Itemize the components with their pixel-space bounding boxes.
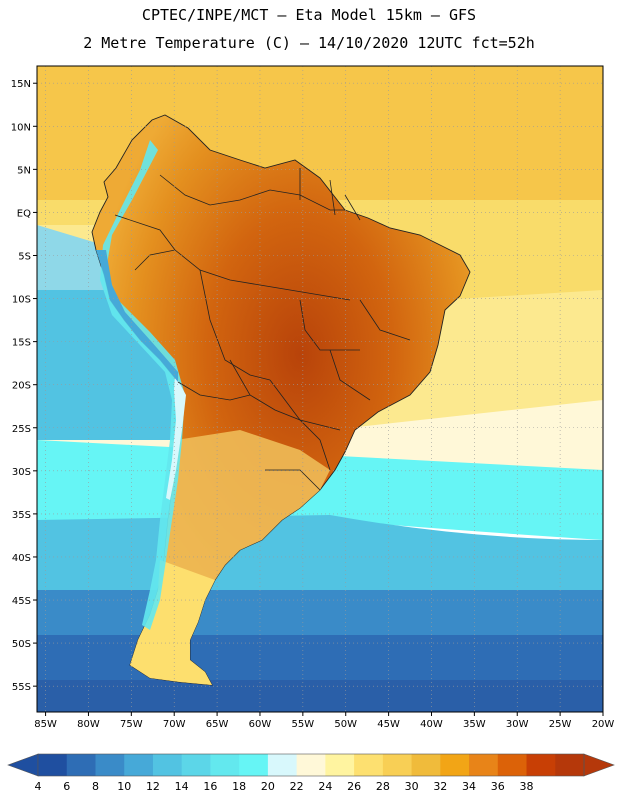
colorbar-swatch bbox=[469, 754, 499, 776]
lon-tick-label: 60W bbox=[249, 719, 272, 730]
colorbar-swatch bbox=[411, 754, 441, 776]
lon-tick-label: 40W bbox=[420, 719, 443, 730]
lat-tick-label: 15S bbox=[12, 338, 31, 349]
lon-tick-label: 85W bbox=[34, 719, 57, 730]
lon-tick-label: 25W bbox=[549, 719, 572, 730]
lat-tick-label: 25S bbox=[12, 424, 31, 435]
colorbar-level-label: 36 bbox=[491, 780, 505, 793]
colorbar-swatch bbox=[239, 754, 269, 776]
colorbar-level-label: 14 bbox=[175, 780, 189, 793]
lat-tick-label: 45S bbox=[12, 596, 31, 607]
map-title-line-2: 2 Metre Temperature (C) – 14/10/2020 12U… bbox=[83, 34, 535, 52]
lon-tick-label: 65W bbox=[206, 719, 229, 730]
lat-tick-label: 5S bbox=[18, 251, 31, 262]
colorbar-swatch bbox=[152, 754, 183, 776]
lon-tick-label: 80W bbox=[77, 719, 100, 730]
lat-tick-label: 15N bbox=[11, 79, 31, 90]
ocean-band-blue bbox=[37, 590, 603, 640]
colorbar-swatch bbox=[66, 754, 96, 776]
colorbar-outline bbox=[37, 753, 585, 777]
axis-ticks: 15N 10N 5N EQ 5S 10S 15S 20S 25S 30S 35S 40S 45S 50S 5… bbox=[11, 79, 615, 730]
lon-tick-label: 45W bbox=[377, 719, 400, 730]
lat-tick-label: EQ bbox=[17, 208, 31, 219]
lat-tick-label: 40S bbox=[12, 553, 31, 564]
colorbar-level-label: 12 bbox=[146, 780, 160, 793]
colorbar-swatch bbox=[555, 754, 585, 776]
colorbar-swatch bbox=[354, 754, 384, 776]
colorbar-low-arrow bbox=[7, 753, 39, 777]
lat-tick-label: 10S bbox=[12, 295, 31, 306]
colorbar-level-label: 24 bbox=[318, 780, 332, 793]
ocean-band-deep-blue bbox=[37, 680, 603, 712]
map-title-line-1: CPTEC/INPE/MCT – Eta Model 15km – GFS bbox=[141, 6, 477, 24]
colorbar-level-label: 30 bbox=[405, 780, 419, 793]
map-frame bbox=[36, 65, 604, 713]
colorbar-swatch bbox=[526, 754, 556, 776]
lon-tick-label: 55W bbox=[292, 719, 315, 730]
colorbar-level-label: 10 bbox=[117, 780, 131, 793]
colorbar-level-label: 16 bbox=[203, 780, 217, 793]
lat-tick-label: 20S bbox=[12, 381, 31, 392]
colorbar-level-label: 8 bbox=[92, 780, 99, 793]
colorbar-swatch bbox=[95, 754, 125, 776]
andes-high-snow bbox=[166, 375, 186, 500]
colorbar-level-label: 34 bbox=[462, 780, 476, 793]
colorbar-swatch bbox=[497, 754, 528, 776]
colorbar-level-label: 4 bbox=[35, 780, 42, 793]
lon-tick-label: 20W bbox=[592, 719, 615, 730]
lat-tick-label: 50S bbox=[12, 639, 31, 650]
colorbar-swatch bbox=[267, 754, 298, 776]
lon-tick-label: 50W bbox=[334, 719, 357, 730]
colorbar-swatch bbox=[325, 754, 355, 776]
pacific-coast-cool bbox=[96, 250, 178, 382]
colorbar-swatch bbox=[296, 754, 326, 776]
colorbar: 4 6 8 10 12 14 16 18 20 22 24 26 28 30 32 34 36 38 bbox=[7, 753, 615, 793]
colorbar-level-label: 28 bbox=[376, 780, 390, 793]
lat-tick-label: 35S bbox=[12, 510, 31, 521]
lat-tick-label: 10N bbox=[11, 122, 31, 133]
country-borders bbox=[114, 168, 411, 491]
lon-tick-label: 35W bbox=[463, 719, 486, 730]
lon-tick-label: 30W bbox=[506, 719, 529, 730]
lat-tick-label: 30S bbox=[12, 467, 31, 478]
colorbar-level-label: 18 bbox=[232, 780, 246, 793]
colorbar-level-label: 26 bbox=[347, 780, 361, 793]
colorbar-level-label: 32 bbox=[433, 780, 447, 793]
lon-tick-label: 75W bbox=[120, 719, 143, 730]
lon-tick-label: 70W bbox=[163, 719, 186, 730]
colorbar-high-arrow bbox=[583, 753, 615, 777]
colorbar-level-label: 20 bbox=[261, 780, 275, 793]
colorbar-swatch bbox=[38, 754, 68, 776]
colorbar-level-label: 6 bbox=[63, 780, 70, 793]
colorbar-level-label: 22 bbox=[290, 780, 304, 793]
colorbar-swatch bbox=[124, 754, 154, 776]
colorbar-swatch bbox=[210, 754, 240, 776]
colorbar-level-label: 38 bbox=[520, 780, 534, 793]
lat-tick-label: 55S bbox=[12, 682, 31, 693]
land-patagonia-cool bbox=[130, 560, 215, 685]
lat-tick-label: 5N bbox=[17, 165, 31, 176]
colorbar-swatch bbox=[440, 754, 470, 776]
andes-cold-ridge bbox=[100, 140, 185, 630]
colorbar-swatch bbox=[181, 754, 211, 776]
colorbar-swatch bbox=[382, 754, 413, 776]
